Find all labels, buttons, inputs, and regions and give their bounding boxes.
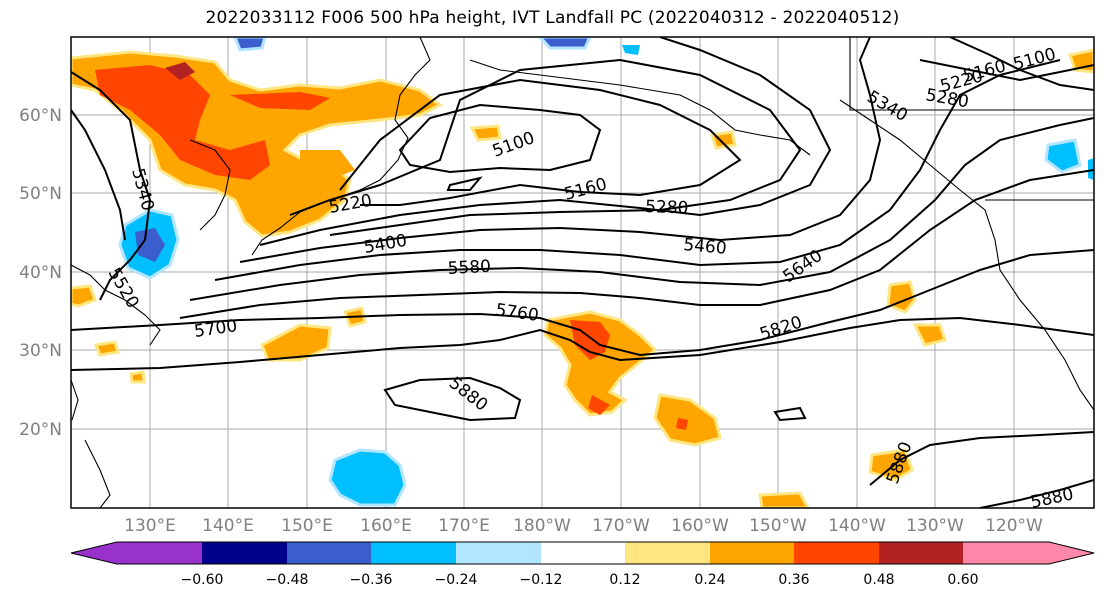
colorbar-extend-low <box>71 542 117 564</box>
colorbar-tick-0.12: 0.12 <box>609 572 640 588</box>
lat-label-60n: 60°N <box>19 106 62 126</box>
contour-labels: 5100 5160 5220 5280 5280 5340 5340 5400 … <box>104 44 1076 513</box>
colorbar-outline <box>70 541 1095 565</box>
colorbar-bin-7 <box>625 542 710 564</box>
colorbar-tick--0.24: −0.24 <box>435 572 478 588</box>
height-contours <box>71 37 1094 508</box>
colorbar-bin-8 <box>710 542 794 564</box>
colorbar-bin-1 <box>117 542 202 564</box>
coastlines <box>71 37 1094 508</box>
colorbar-tick--0.36: −0.36 <box>350 572 393 588</box>
lat-label-20n: 20°N <box>19 420 62 440</box>
lat-label-30n: 30°N <box>19 341 62 361</box>
lon-label-140e: 140°E <box>202 516 254 536</box>
colorbar-tick-0.60: 0.60 <box>947 572 978 588</box>
ivt-positive-shading <box>71 48 1094 508</box>
lon-label-170w: 170°W <box>592 516 650 536</box>
colorbar-tick-0.24: 0.24 <box>694 572 725 588</box>
colorbar-tick-0.48: 0.48 <box>863 572 894 588</box>
lat-label-40n: 40°N <box>19 263 62 283</box>
map-title: 2022033112 F006 500 hPa height, IVT Land… <box>205 8 900 28</box>
ivt-negative-shading <box>118 37 1094 507</box>
colorbar-bin-6 <box>541 542 625 564</box>
map-frame <box>70 36 1095 509</box>
colorbar-tick--0.48: −0.48 <box>266 572 309 588</box>
contour-label-5580: 5580 <box>447 257 491 279</box>
lon-label-150e: 150°E <box>281 516 333 536</box>
lon-label-140w: 140°W <box>828 516 886 536</box>
colorbar: −0.60 −0.48 −0.36 −0.24 −0.12 0.12 0.24 … <box>70 541 1095 588</box>
lon-label-160w: 160°W <box>671 516 729 536</box>
colorbar-extend-high <box>1049 542 1094 564</box>
lon-label-150w: 150°W <box>749 516 807 536</box>
colorbar-tick-0.36: 0.36 <box>778 572 809 588</box>
lat-label-50n: 50°N <box>19 184 62 204</box>
colorbar-bin-3 <box>287 542 371 564</box>
contour-label-5280: 5280 <box>645 197 689 218</box>
colorbar-bin-9 <box>794 542 879 564</box>
contour-label-5880-c: 5880 <box>1029 484 1075 513</box>
colorbar-tick--0.12: −0.12 <box>520 572 563 588</box>
lon-label-130e: 130°E <box>124 516 176 536</box>
colorbar-bin-10 <box>879 542 963 564</box>
lon-label-120w: 120°W <box>985 516 1043 536</box>
colorbar-bin-11 <box>963 542 1049 564</box>
colorbar-bin-5 <box>456 542 541 564</box>
contour-label-5460: 5460 <box>683 235 728 259</box>
lon-label-170e: 170°E <box>438 516 490 536</box>
longitude-labels: 130°E 140°E 150°E 160°E 170°E 180°W 170°… <box>124 516 1043 536</box>
lon-label-160e: 160°E <box>360 516 412 536</box>
colorbar-tick--0.60: −0.60 <box>181 572 224 588</box>
latitude-labels: 60°N 50°N 40°N 30°N 20°N <box>19 106 62 440</box>
colorbar-bin-4 <box>371 542 456 564</box>
lon-label-130w: 130°W <box>906 516 964 536</box>
lon-label-180w: 180°W <box>513 516 571 536</box>
colorbar-bin-2 <box>202 542 287 564</box>
